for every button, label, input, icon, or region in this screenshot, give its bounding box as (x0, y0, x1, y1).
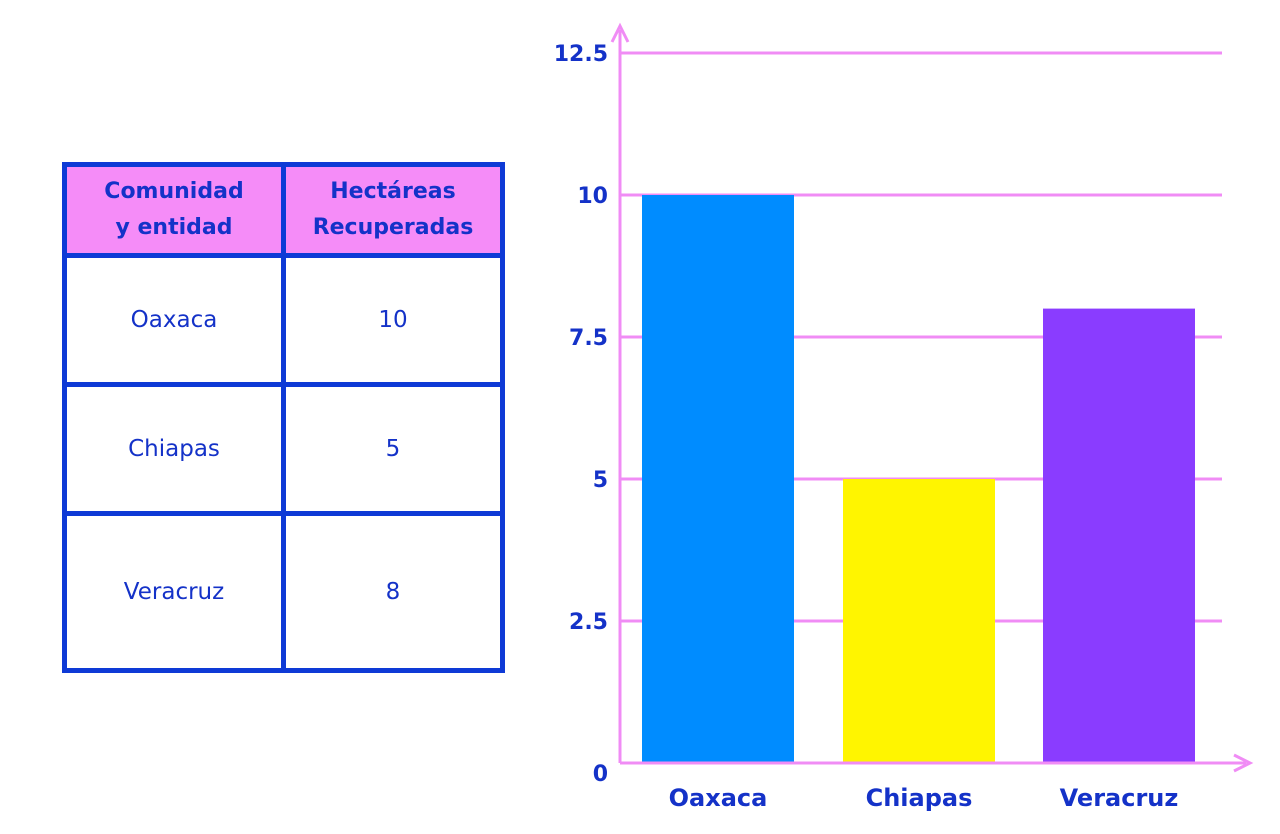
y-tick-label: 5 (593, 468, 608, 493)
cell-comunidad: Veracruz (62, 511, 286, 673)
cell-comunidad: Chiapas (62, 382, 286, 517)
data-table: Comunidad y entidad Hectáreas Recuperada… (62, 162, 505, 673)
y-axis-arrow (610, 22, 630, 43)
y-tick-label: 12.5 (554, 42, 608, 67)
table-row: Chiapas 5 (62, 382, 505, 517)
y-tick-label: 0 (593, 762, 608, 787)
header-hectareas-line-1: Hectáreas (330, 179, 456, 204)
table-row: Oaxaca 10 (62, 252, 505, 388)
header-hectareas-line-2: Recuperadas (312, 215, 474, 240)
axes (610, 22, 1254, 773)
table-header-row: Comunidad y entidad Hectáreas Recuperada… (62, 162, 505, 258)
y-tick-label: 2.5 (569, 610, 608, 635)
bar-oaxaca (642, 195, 794, 763)
header-comunidad-line-2: y entidad (115, 215, 233, 240)
cell-hectareas: 10 (281, 252, 505, 388)
header-comunidad-line-1: Comunidad (104, 179, 244, 204)
y-tick-label: 7.5 (569, 326, 608, 351)
cell-comunidad: Oaxaca (62, 252, 286, 388)
bar-chiapas (843, 479, 995, 763)
x-category-label: Oaxaca (669, 784, 768, 812)
y-tick-label: 10 (577, 184, 608, 209)
bar-veracruz (1043, 308, 1195, 763)
labels: 0 2.5 5 7.5 10 12.5 Oaxaca Chiapas Veracruz (554, 42, 1179, 812)
x-category-label: Veracruz (1060, 784, 1179, 812)
cell-hectareas: 8 (281, 511, 505, 673)
bars (642, 195, 1195, 763)
header-hectareas: Hectáreas Recuperadas (281, 162, 505, 258)
table-row: Veracruz 8 (62, 511, 505, 673)
header-comunidad: Comunidad y entidad (62, 162, 286, 258)
cell-hectareas: 5 (281, 382, 505, 517)
x-category-label: Chiapas (866, 784, 973, 812)
x-axis-arrow (1233, 753, 1254, 773)
